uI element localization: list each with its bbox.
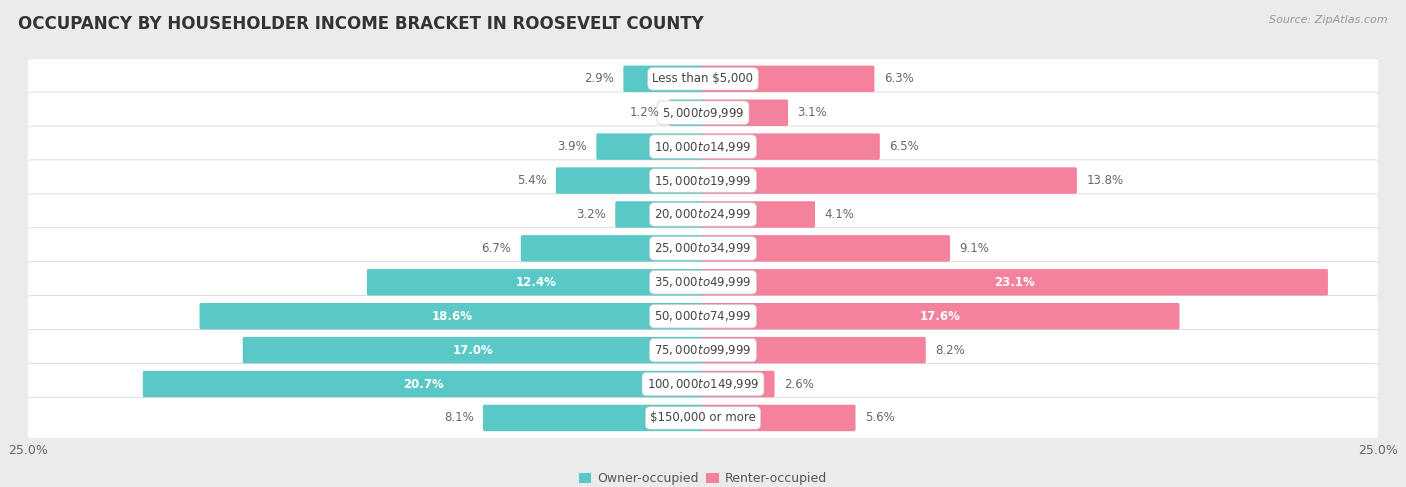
FancyBboxPatch shape xyxy=(520,235,704,262)
Text: 13.8%: 13.8% xyxy=(1087,174,1123,187)
FancyBboxPatch shape xyxy=(702,168,1077,194)
FancyBboxPatch shape xyxy=(702,371,775,397)
FancyBboxPatch shape xyxy=(27,329,1379,371)
Text: $10,000 to $14,999: $10,000 to $14,999 xyxy=(654,140,752,153)
Text: 17.6%: 17.6% xyxy=(920,310,960,323)
Text: 6.7%: 6.7% xyxy=(481,242,512,255)
Text: Source: ZipAtlas.com: Source: ZipAtlas.com xyxy=(1270,15,1388,25)
FancyBboxPatch shape xyxy=(555,168,704,194)
FancyBboxPatch shape xyxy=(596,133,704,160)
FancyBboxPatch shape xyxy=(616,201,704,228)
Text: 20.7%: 20.7% xyxy=(404,377,444,391)
FancyBboxPatch shape xyxy=(27,363,1379,405)
Text: 23.1%: 23.1% xyxy=(994,276,1035,289)
Text: 3.9%: 3.9% xyxy=(557,140,586,153)
FancyBboxPatch shape xyxy=(27,126,1379,168)
FancyBboxPatch shape xyxy=(27,262,1379,303)
Text: 5.6%: 5.6% xyxy=(865,412,894,425)
Text: 8.1%: 8.1% xyxy=(444,412,474,425)
Text: 3.1%: 3.1% xyxy=(797,106,827,119)
Text: 17.0%: 17.0% xyxy=(453,344,494,356)
FancyBboxPatch shape xyxy=(702,337,925,363)
FancyBboxPatch shape xyxy=(702,99,787,126)
Text: $100,000 to $149,999: $100,000 to $149,999 xyxy=(647,377,759,391)
Text: 2.9%: 2.9% xyxy=(583,72,614,85)
Text: 9.1%: 9.1% xyxy=(959,242,990,255)
FancyBboxPatch shape xyxy=(200,303,704,329)
FancyBboxPatch shape xyxy=(27,160,1379,201)
Text: $35,000 to $49,999: $35,000 to $49,999 xyxy=(654,275,752,289)
Text: 3.2%: 3.2% xyxy=(576,208,606,221)
FancyBboxPatch shape xyxy=(27,194,1379,235)
Legend: Owner-occupied, Renter-occupied: Owner-occupied, Renter-occupied xyxy=(579,472,827,485)
FancyBboxPatch shape xyxy=(702,235,950,262)
Text: 18.6%: 18.6% xyxy=(432,310,472,323)
FancyBboxPatch shape xyxy=(367,269,704,296)
FancyBboxPatch shape xyxy=(702,405,855,431)
FancyBboxPatch shape xyxy=(27,58,1379,99)
Text: 4.1%: 4.1% xyxy=(824,208,855,221)
Text: 5.4%: 5.4% xyxy=(516,174,547,187)
FancyBboxPatch shape xyxy=(243,337,704,363)
FancyBboxPatch shape xyxy=(623,66,704,92)
Text: $5,000 to $9,999: $5,000 to $9,999 xyxy=(662,106,744,120)
FancyBboxPatch shape xyxy=(702,303,1180,329)
Text: Less than $5,000: Less than $5,000 xyxy=(652,72,754,85)
FancyBboxPatch shape xyxy=(702,201,815,228)
FancyBboxPatch shape xyxy=(669,99,704,126)
FancyBboxPatch shape xyxy=(702,269,1327,296)
Text: 6.3%: 6.3% xyxy=(884,72,914,85)
Text: $25,000 to $34,999: $25,000 to $34,999 xyxy=(654,242,752,255)
Text: OCCUPANCY BY HOUSEHOLDER INCOME BRACKET IN ROOSEVELT COUNTY: OCCUPANCY BY HOUSEHOLDER INCOME BRACKET … xyxy=(18,15,704,33)
Text: $20,000 to $24,999: $20,000 to $24,999 xyxy=(654,207,752,222)
Text: $50,000 to $74,999: $50,000 to $74,999 xyxy=(654,309,752,323)
FancyBboxPatch shape xyxy=(143,371,704,397)
FancyBboxPatch shape xyxy=(27,228,1379,269)
FancyBboxPatch shape xyxy=(27,296,1379,337)
Text: 6.5%: 6.5% xyxy=(889,140,920,153)
Text: 2.6%: 2.6% xyxy=(785,377,814,391)
Text: $75,000 to $99,999: $75,000 to $99,999 xyxy=(654,343,752,357)
FancyBboxPatch shape xyxy=(484,405,704,431)
Text: $150,000 or more: $150,000 or more xyxy=(650,412,756,425)
Text: $15,000 to $19,999: $15,000 to $19,999 xyxy=(654,173,752,187)
FancyBboxPatch shape xyxy=(27,397,1379,439)
Text: 1.2%: 1.2% xyxy=(630,106,659,119)
FancyBboxPatch shape xyxy=(702,66,875,92)
Text: 12.4%: 12.4% xyxy=(515,276,555,289)
Text: 8.2%: 8.2% xyxy=(935,344,965,356)
FancyBboxPatch shape xyxy=(702,133,880,160)
FancyBboxPatch shape xyxy=(27,92,1379,133)
